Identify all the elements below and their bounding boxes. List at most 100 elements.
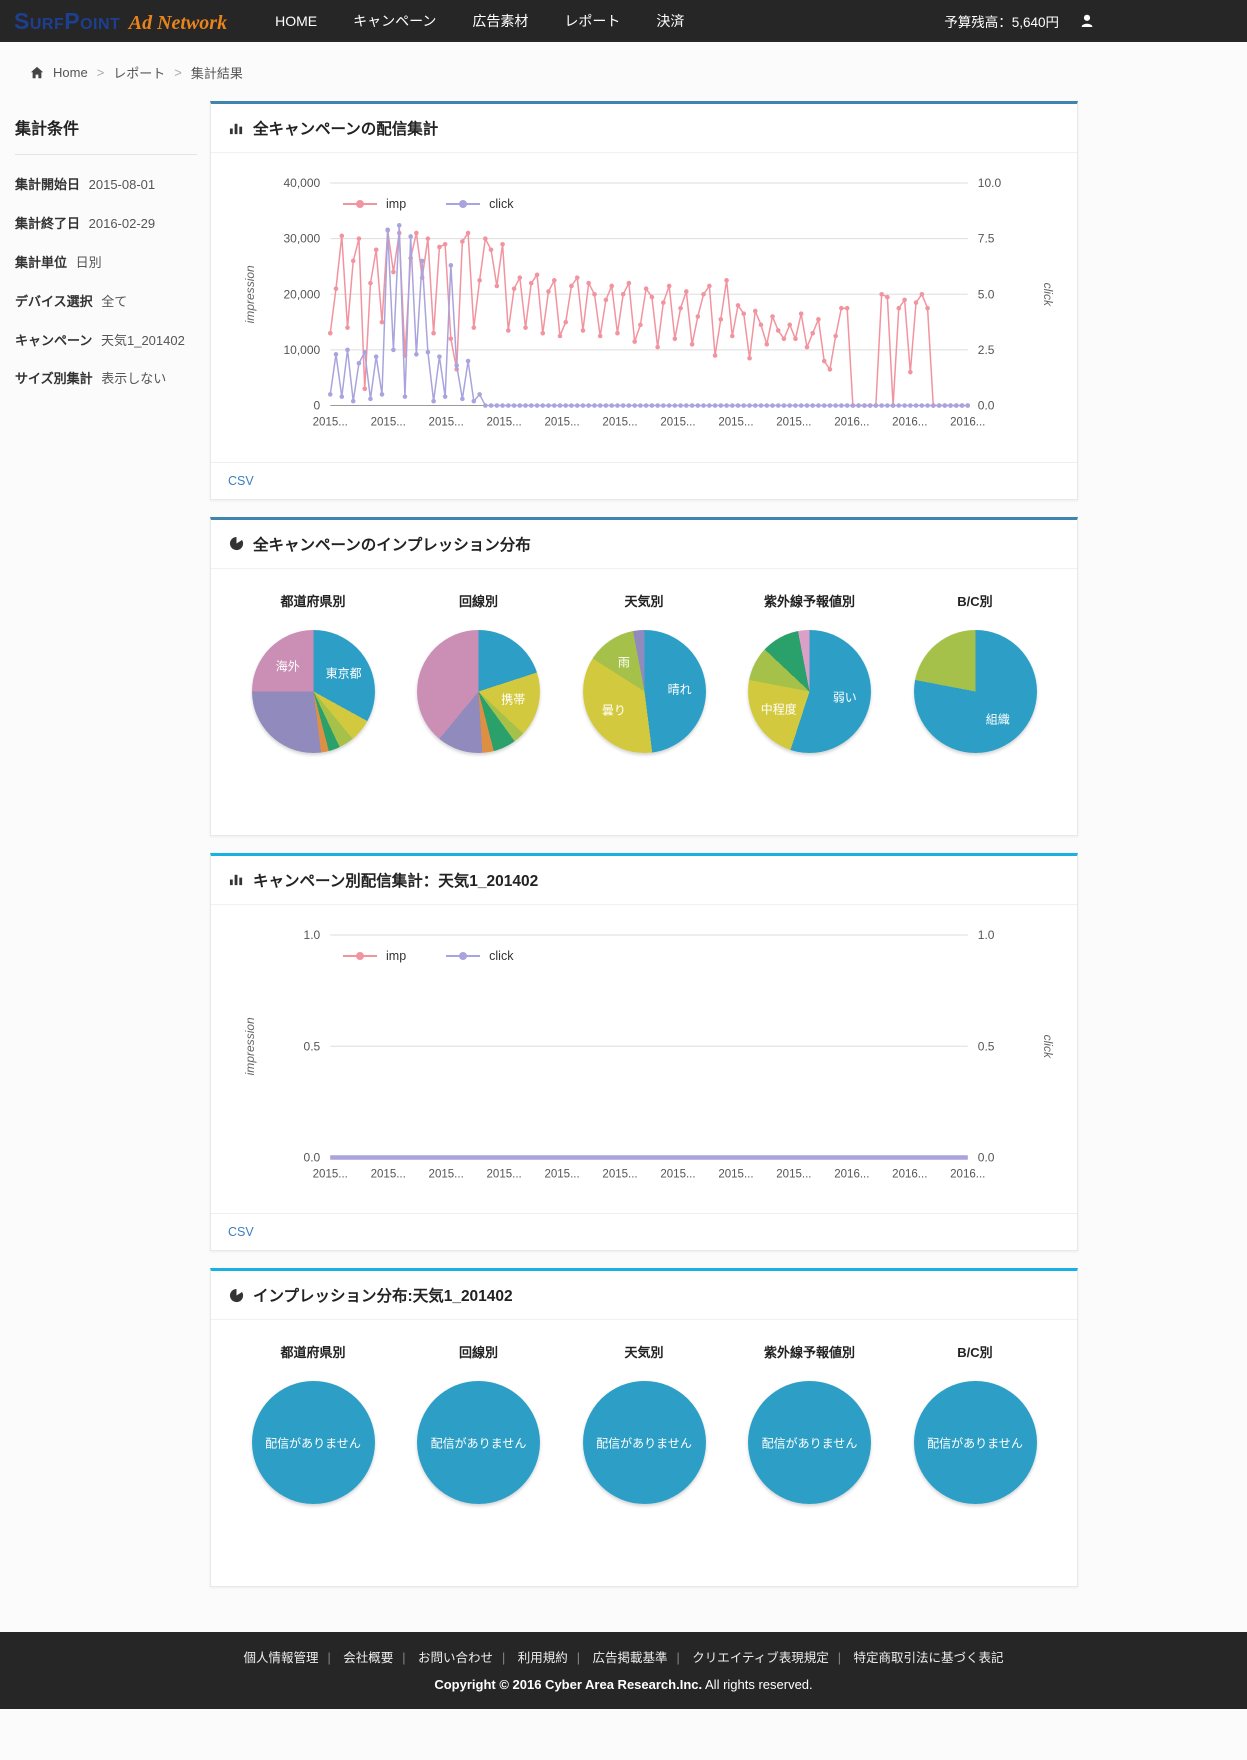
svg-text:2015...: 2015... bbox=[429, 417, 464, 429]
svg-text:2015...: 2015... bbox=[313, 1168, 348, 1180]
svg-text:2.5: 2.5 bbox=[978, 343, 995, 357]
field-unit: 集計単位 日別 bbox=[15, 254, 102, 270]
svg-text:2015...: 2015... bbox=[602, 1168, 637, 1180]
pie-slice-label: 配信がありません bbox=[430, 1436, 527, 1451]
pie-slice-label: 配信がありません bbox=[596, 1436, 692, 1451]
pie-col-uv: 紫外線予報値別 弱い 中程度 bbox=[734, 581, 886, 753]
pie-chart-line-type: 携帯 bbox=[417, 629, 540, 753]
chart-legend: imp click bbox=[343, 197, 513, 211]
footer: 個人情報管理 | 会社概要 | お問い合わせ | 利用規約 | 広告掲載基準 | クリエイ… bbox=[0, 1632, 1247, 1710]
pie-col-weather: 天気別 配信がありません bbox=[568, 1332, 720, 1505]
svg-text:2016...: 2016... bbox=[892, 1168, 927, 1180]
svg-text:2015...: 2015... bbox=[487, 417, 522, 429]
pie-col-prefecture: 都道府県別 東京都 海外 bbox=[237, 581, 389, 753]
panel-all-impression-distribution: 全キャンペーンのインプレッション分布 都道府県別 東京都 海外 回線別 携帯 天気… bbox=[210, 516, 1078, 836]
footer-links: 個人情報管理 | 会社概要 | お問い合わせ | 利用規約 | 広告掲載基準 | クリエイ… bbox=[0, 1647, 1247, 1666]
pie-chart-bc-empty: 配信がありません bbox=[913, 1381, 1037, 1505]
nav-item-campaign[interactable]: キャンペーン bbox=[353, 13, 437, 29]
pie-chart-prefecture: 東京都 海外 bbox=[251, 629, 375, 753]
breadcrumb-separator: > bbox=[174, 65, 182, 80]
pie-col-bc: B/C別 組織 bbox=[899, 581, 1051, 753]
svg-text:click: click bbox=[1041, 1034, 1055, 1058]
panel-campaign-delivery: キャンペーン別配信集計：天気1_201402 imp click 0.0 0.5 1… bbox=[210, 852, 1078, 1252]
breadcrumb-current: 集計結果 bbox=[190, 66, 243, 81]
user-icon[interactable] bbox=[1079, 13, 1095, 29]
breadcrumb: Home > レポート > 集計結果 bbox=[0, 42, 1247, 101]
logo-ad-network: Ad Network bbox=[128, 11, 228, 34]
nav-item-report[interactable]: レポート bbox=[564, 13, 621, 29]
pie-slice-label: 携帯 bbox=[501, 692, 526, 707]
breadcrumb-separator: > bbox=[96, 65, 105, 80]
svg-text:2015...: 2015... bbox=[313, 417, 348, 429]
nav-item-ad-material[interactable]: 広告素材 bbox=[472, 13, 529, 29]
legend-imp: imp bbox=[343, 949, 406, 963]
svg-text:10,000: 10,000 bbox=[283, 343, 320, 357]
pie-slice-label: 組織 bbox=[985, 712, 1010, 727]
svg-text:0.0: 0.0 bbox=[304, 1150, 321, 1164]
breadcrumb-home[interactable]: Home bbox=[53, 65, 88, 80]
svg-text:2015...: 2015... bbox=[718, 1168, 753, 1180]
pie-col-prefecture: 都道府県別 配信がありません bbox=[237, 1332, 389, 1505]
logo-surfpoint: SurfPoint bbox=[14, 7, 121, 34]
svg-text:20,000: 20,000 bbox=[283, 287, 320, 301]
pie-chart-weather: 晴れ 曇り 雨 bbox=[582, 629, 706, 753]
pie-slice-label: 配信がありません bbox=[761, 1436, 858, 1451]
pie-slice-label: 晴れ bbox=[667, 682, 692, 697]
legend-imp: imp bbox=[343, 197, 406, 211]
top-navbar: SurfPoint Ad Network HOME キャンペーン 広告素材 レポ… bbox=[0, 0, 1247, 42]
delivery-line-chart-area: imp click 0 10,000 20,000 30,000 40,000 0.0 2.… bbox=[211, 153, 1077, 462]
footer-link-terms[interactable]: 利用規約 bbox=[517, 1651, 568, 1666]
panel-title: キャンペーン別配信集計：天気1_201402 bbox=[253, 872, 539, 890]
pie-chart-icon bbox=[229, 1288, 244, 1303]
footer-link-ad-standards[interactable]: 広告掲載基準 bbox=[592, 1651, 668, 1666]
logo[interactable]: SurfPoint Ad Network bbox=[14, 8, 227, 35]
svg-text:40,000: 40,000 bbox=[283, 176, 320, 190]
home-icon bbox=[30, 66, 44, 80]
pie-slice-label: 弱い bbox=[832, 690, 857, 705]
campaign-line-chart-area: imp click 0.0 0.5 1.0 0.0 0.5 1.0 2015... 2015.… bbox=[211, 905, 1077, 1214]
panel-title: 全キャンペーンの配信集計 bbox=[253, 121, 439, 138]
svg-text:30,000: 30,000 bbox=[283, 232, 320, 246]
footer-link-creative-rules[interactable]: クリエイティブ表現規定 bbox=[692, 1651, 829, 1666]
footer-link-contact[interactable]: お問い合わせ bbox=[417, 1651, 493, 1666]
pie-chart-uv: 弱い中程度 bbox=[748, 629, 871, 753]
csv-download-link[interactable]: CSV bbox=[228, 473, 254, 488]
panel-all-campaign-delivery: 全キャンペーンの配信集計 imp click 0 10,000 20,000 30,0… bbox=[210, 101, 1078, 500]
nav-item-payment[interactable]: 決済 bbox=[656, 13, 685, 29]
svg-text:2016...: 2016... bbox=[834, 417, 869, 429]
pie-chart-uv-empty: 配信がありません bbox=[748, 1381, 871, 1505]
field-end-date: 集計終了日 2016-02-29 bbox=[15, 215, 156, 231]
csv-download-link[interactable]: CSV bbox=[228, 1225, 254, 1240]
pie-chart-prefecture-empty: 配信がありません bbox=[251, 1381, 375, 1505]
pie-slice-label: 海外 bbox=[275, 659, 300, 674]
sidebar-title: 集計条件 bbox=[15, 115, 197, 155]
pie-chart-icon bbox=[229, 536, 244, 551]
footer-link-privacy[interactable]: 個人情報管理 bbox=[243, 1651, 319, 1666]
pie-slice-label: 中程度 bbox=[760, 702, 797, 717]
svg-text:0.5: 0.5 bbox=[978, 1039, 995, 1053]
pie-slice-label: 東京都 bbox=[325, 666, 362, 681]
pie-col-uv: 紫外線予報値別 配信がありません bbox=[734, 1332, 886, 1505]
svg-text:click: click bbox=[1041, 283, 1055, 307]
svg-text:2015...: 2015... bbox=[544, 417, 579, 429]
svg-text:10.0: 10.0 bbox=[978, 176, 1002, 190]
bar-chart-icon bbox=[229, 872, 244, 887]
nav-item-home[interactable]: HOME bbox=[275, 13, 318, 29]
click-legend-marker bbox=[446, 951, 481, 960]
breadcrumb-report[interactable]: レポート bbox=[113, 66, 166, 81]
footer-link-commerce-law[interactable]: 特定商取引法に基づく表記 bbox=[853, 1651, 1004, 1666]
svg-text:2016...: 2016... bbox=[892, 417, 927, 429]
svg-text:5.0: 5.0 bbox=[978, 287, 995, 301]
svg-text:2015...: 2015... bbox=[487, 1168, 522, 1180]
field-start-date: 集計開始日 2015-08-01 bbox=[15, 177, 156, 192]
footer-link-company[interactable]: 会社概要 bbox=[343, 1651, 394, 1666]
panel-title: 全キャンペーンのインプレッション分布 bbox=[253, 536, 531, 554]
field-campaign: キャンペーン 天気1_201402 bbox=[15, 332, 185, 348]
svg-text:2015...: 2015... bbox=[718, 417, 753, 429]
svg-text:0.5: 0.5 bbox=[304, 1039, 321, 1053]
svg-text:2015...: 2015... bbox=[602, 417, 637, 429]
svg-text:7.5: 7.5 bbox=[978, 232, 995, 246]
legend-click: click bbox=[446, 949, 513, 963]
panel-title: インプレッション分布:天気1_201402 bbox=[253, 1288, 513, 1306]
pie-col-line-type: 回線別 携帯 bbox=[403, 581, 555, 753]
